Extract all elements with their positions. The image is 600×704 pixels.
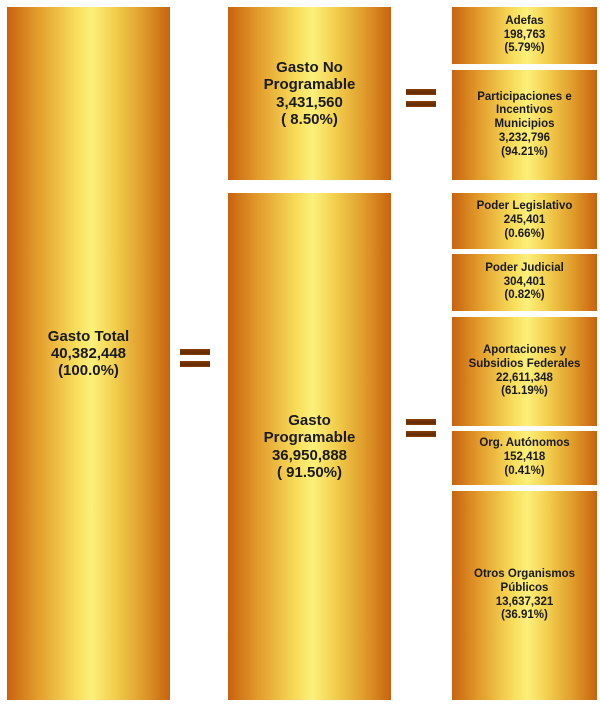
gasto-total-box: Gasto Total 40,382,448 (100.0%): [7, 7, 170, 700]
aportaciones-label-2: Subsidios Federales: [468, 357, 581, 370]
gasto-no-programable-box: Gasto No Programable 3,431,560 ( 8.50%): [228, 7, 391, 180]
gasto-no-programable-value: 3,431,560: [276, 93, 343, 111]
gasto-total-title: Gasto Total: [47, 327, 130, 345]
participaciones-label-2: Incentivos: [496, 104, 553, 117]
otros-organismos-label-2: Públicos: [500, 581, 549, 594]
poder-legislativo-pct: (0.66%): [504, 227, 545, 240]
poder-judicial-value: 304,401: [503, 275, 546, 288]
equals-icon: [180, 349, 210, 367]
adefas-value: 198,763: [503, 28, 546, 41]
poder-judicial-box: Poder Judicial 304,401 (0.82%): [452, 254, 597, 311]
poder-judicial-pct: (0.82%): [504, 289, 545, 302]
org-autonomos-box: Org. Autónomos 152,418 (0.41%): [452, 431, 597, 485]
org-autonomos-value: 152,418: [503, 451, 546, 464]
participaciones-pct: (94.21%): [501, 145, 548, 158]
poder-legislativo-box: Poder Legislativo 245,401 (0.66%): [452, 193, 597, 249]
gasto-total-value: 40,382,448: [50, 344, 127, 362]
gasto-programable-title-2: Programable: [263, 429, 356, 447]
org-autonomos-pct: (0.41%): [504, 464, 545, 477]
participaciones-label-1: Participaciones e: [477, 90, 572, 103]
equals-icon: [406, 89, 436, 107]
gasto-no-programable-pct: ( 8.50%): [281, 110, 338, 128]
poder-judicial-label: Poder Judicial: [485, 261, 564, 274]
otros-organismos-value: 13,637,321: [495, 595, 554, 608]
otros-organismos-label-1: Otros Organismos: [474, 567, 575, 580]
otros-organismos-pct: (36.91%): [501, 609, 548, 622]
gasto-programable-pct: ( 91.50%): [276, 463, 343, 481]
aportaciones-pct: (61.19%): [501, 385, 548, 398]
org-autonomos-label: Org. Autónomos: [479, 437, 570, 450]
gasto-total-pct: (100.0%): [58, 362, 119, 380]
equals-icon: [406, 419, 436, 437]
adefas-pct: (5.79%): [504, 42, 545, 55]
participaciones-value: 3,232,796: [498, 131, 551, 144]
otros-organismos-box: Otros Organismos Públicos 13,637,321 (36…: [452, 491, 597, 700]
aportaciones-box: Aportaciones y Subsidios Federales 22,61…: [452, 317, 597, 426]
gasto-programable-value: 36,950,888: [271, 446, 348, 464]
aportaciones-value: 22,611,348: [496, 371, 553, 384]
gasto-no-programable-title-2: Programable: [263, 76, 356, 94]
adefas-box: Adefas 198,763 (5.79%): [452, 7, 597, 64]
participaciones-box: Participaciones e Incentivos Municipios …: [452, 70, 597, 180]
poder-legislativo-label: Poder Legislativo: [476, 200, 573, 213]
aportaciones-label-1: Aportaciones y: [482, 343, 567, 356]
poder-legislativo-value: 245,401: [503, 214, 546, 227]
adefas-label: Adefas: [505, 14, 544, 27]
gasto-programable-box: Gasto Programable 36,950,888 ( 91.50%): [228, 193, 391, 700]
gasto-programable-title-1: Gasto: [288, 412, 331, 429]
gasto-no-programable-title-1: Gasto No: [276, 59, 343, 76]
participaciones-label-3: Municipios: [494, 118, 555, 131]
